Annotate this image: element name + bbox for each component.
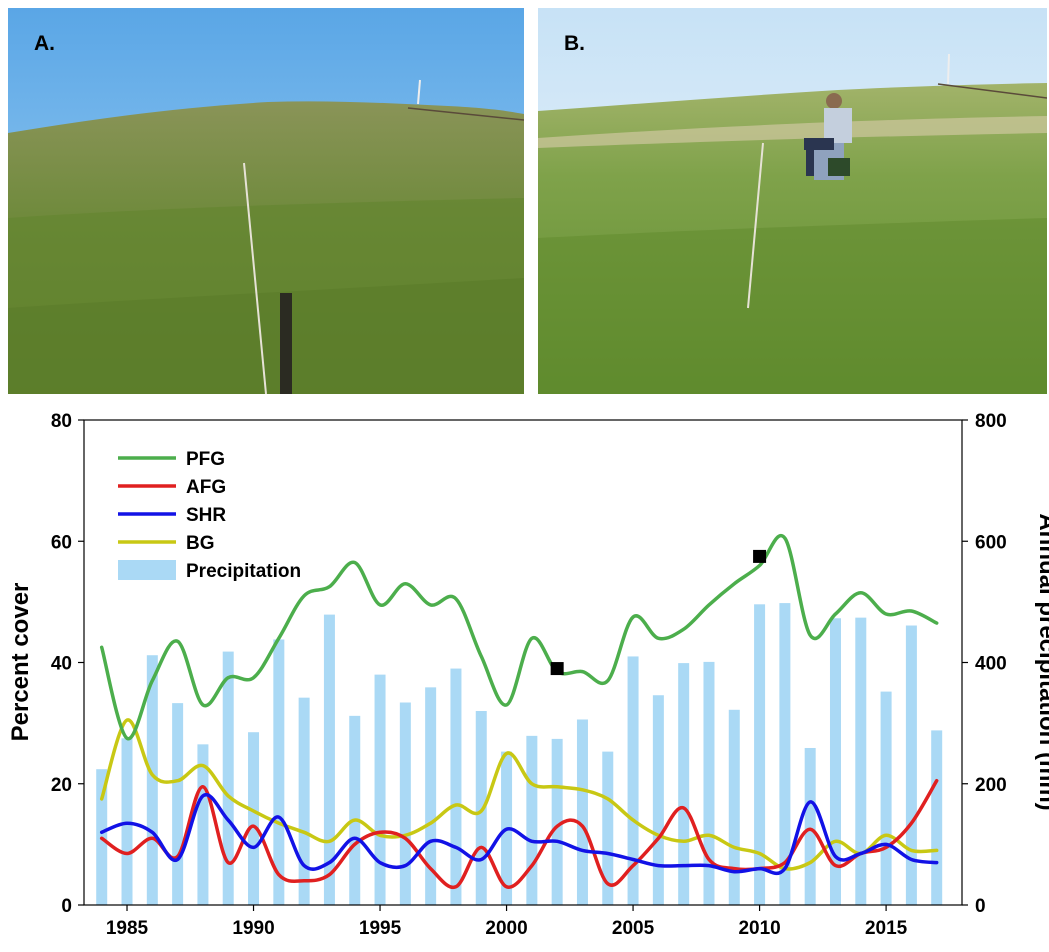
cover-lines <box>99 533 939 890</box>
panel-label-b: B. <box>564 32 585 55</box>
x-tick-label-1995: 1995 <box>359 918 402 939</box>
grassland-photo-b <box>538 8 1047 394</box>
y2-tick-label-0: 0 <box>975 896 986 917</box>
chart-legend: PFG AFG SHR BG Precipitation <box>118 449 301 582</box>
legend-label-precipitation: Precipitation <box>186 561 301 582</box>
precip-bar-2016 <box>905 625 917 905</box>
y2-tick-label-400: 400 <box>975 654 1007 675</box>
legend-label-shr: SHR <box>186 505 226 526</box>
precip-bar-2011 <box>779 603 791 905</box>
x-tick-label-1990: 1990 <box>232 918 274 939</box>
precip-bar-1992 <box>298 697 310 905</box>
precip-bar-2004 <box>602 751 614 905</box>
y-axis-label: Percent cover <box>7 583 34 742</box>
precip-bar-2001 <box>526 735 538 905</box>
precipitation-bars <box>96 603 943 905</box>
y2-tick-label-800: 800 <box>975 411 1007 432</box>
y-tick-label-80: 80 <box>51 411 72 432</box>
y2-tick-label-600: 600 <box>975 532 1007 553</box>
legend-label-bg: BG <box>186 533 215 554</box>
precip-bar-2010 <box>754 604 766 905</box>
cover-precipitation-chart: 0 20 40 60 80 0 200 400 600 800 1985 1990 1995 2000 20… <box>0 400 1049 947</box>
y2-tick-label-200: 200 <box>975 775 1007 796</box>
y2-axis-label: Annual precipitation (mm) <box>1034 513 1049 810</box>
y-tick-label-20: 20 <box>51 775 72 796</box>
y-tick-label-40: 40 <box>51 654 72 675</box>
series-line-bg <box>99 718 939 871</box>
precip-bar-1998 <box>450 668 462 905</box>
legend-swatch-precipitation <box>118 560 176 580</box>
x-tick-label-2005: 2005 <box>612 918 655 939</box>
square-markers <box>550 549 767 676</box>
y-tick-label-60: 60 <box>51 532 72 553</box>
precip-bar-1987 <box>172 703 184 905</box>
x-tick-label-2010: 2010 <box>738 918 780 939</box>
photo-b: B. <box>538 8 1047 394</box>
square-marker-2 <box>753 549 767 563</box>
x-tick-label-1985: 1985 <box>106 918 149 939</box>
precip-bar-2014 <box>855 617 867 905</box>
series-line-shr <box>99 792 939 876</box>
precip-bar-1996 <box>399 702 411 905</box>
precip-bar-2012 <box>804 747 816 905</box>
precip-bar-2015 <box>880 691 892 905</box>
series-line-pfg <box>99 533 939 741</box>
y-tick-label-0: 0 <box>61 896 72 917</box>
precip-bar-1988 <box>197 744 209 905</box>
legend-label-pfg: PFG <box>186 449 225 470</box>
precip-bar-2008 <box>703 661 715 905</box>
square-marker-1 <box>550 662 564 676</box>
precip-bar-2005 <box>627 656 639 905</box>
precip-bar-2017 <box>931 730 943 905</box>
precip-bar-1986 <box>146 655 158 905</box>
precip-bar-1991 <box>273 639 285 905</box>
panel-label-a: A. <box>34 32 55 55</box>
x-tick-label-2015: 2015 <box>865 918 908 939</box>
precip-bar-1999 <box>475 711 487 905</box>
precip-bar-1995 <box>374 674 386 905</box>
precip-bar-2007 <box>678 663 690 905</box>
precip-bar-2013 <box>829 618 841 905</box>
precip-bar-2006 <box>652 695 664 905</box>
precip-bar-1989 <box>222 651 234 905</box>
precip-bar-2003 <box>576 719 588 905</box>
precip-bar-2009 <box>728 709 740 905</box>
precip-bar-1994 <box>349 715 361 905</box>
photo-a: A. <box>8 8 524 394</box>
x-tick-label-2000: 2000 <box>485 918 527 939</box>
precip-bar-1990 <box>248 732 260 905</box>
precip-bar-2002 <box>551 738 563 905</box>
legend-label-afg: AFG <box>186 477 226 498</box>
precip-bar-1993 <box>323 614 335 905</box>
grassland-photo-a <box>8 8 524 394</box>
precip-bar-1997 <box>425 687 437 905</box>
